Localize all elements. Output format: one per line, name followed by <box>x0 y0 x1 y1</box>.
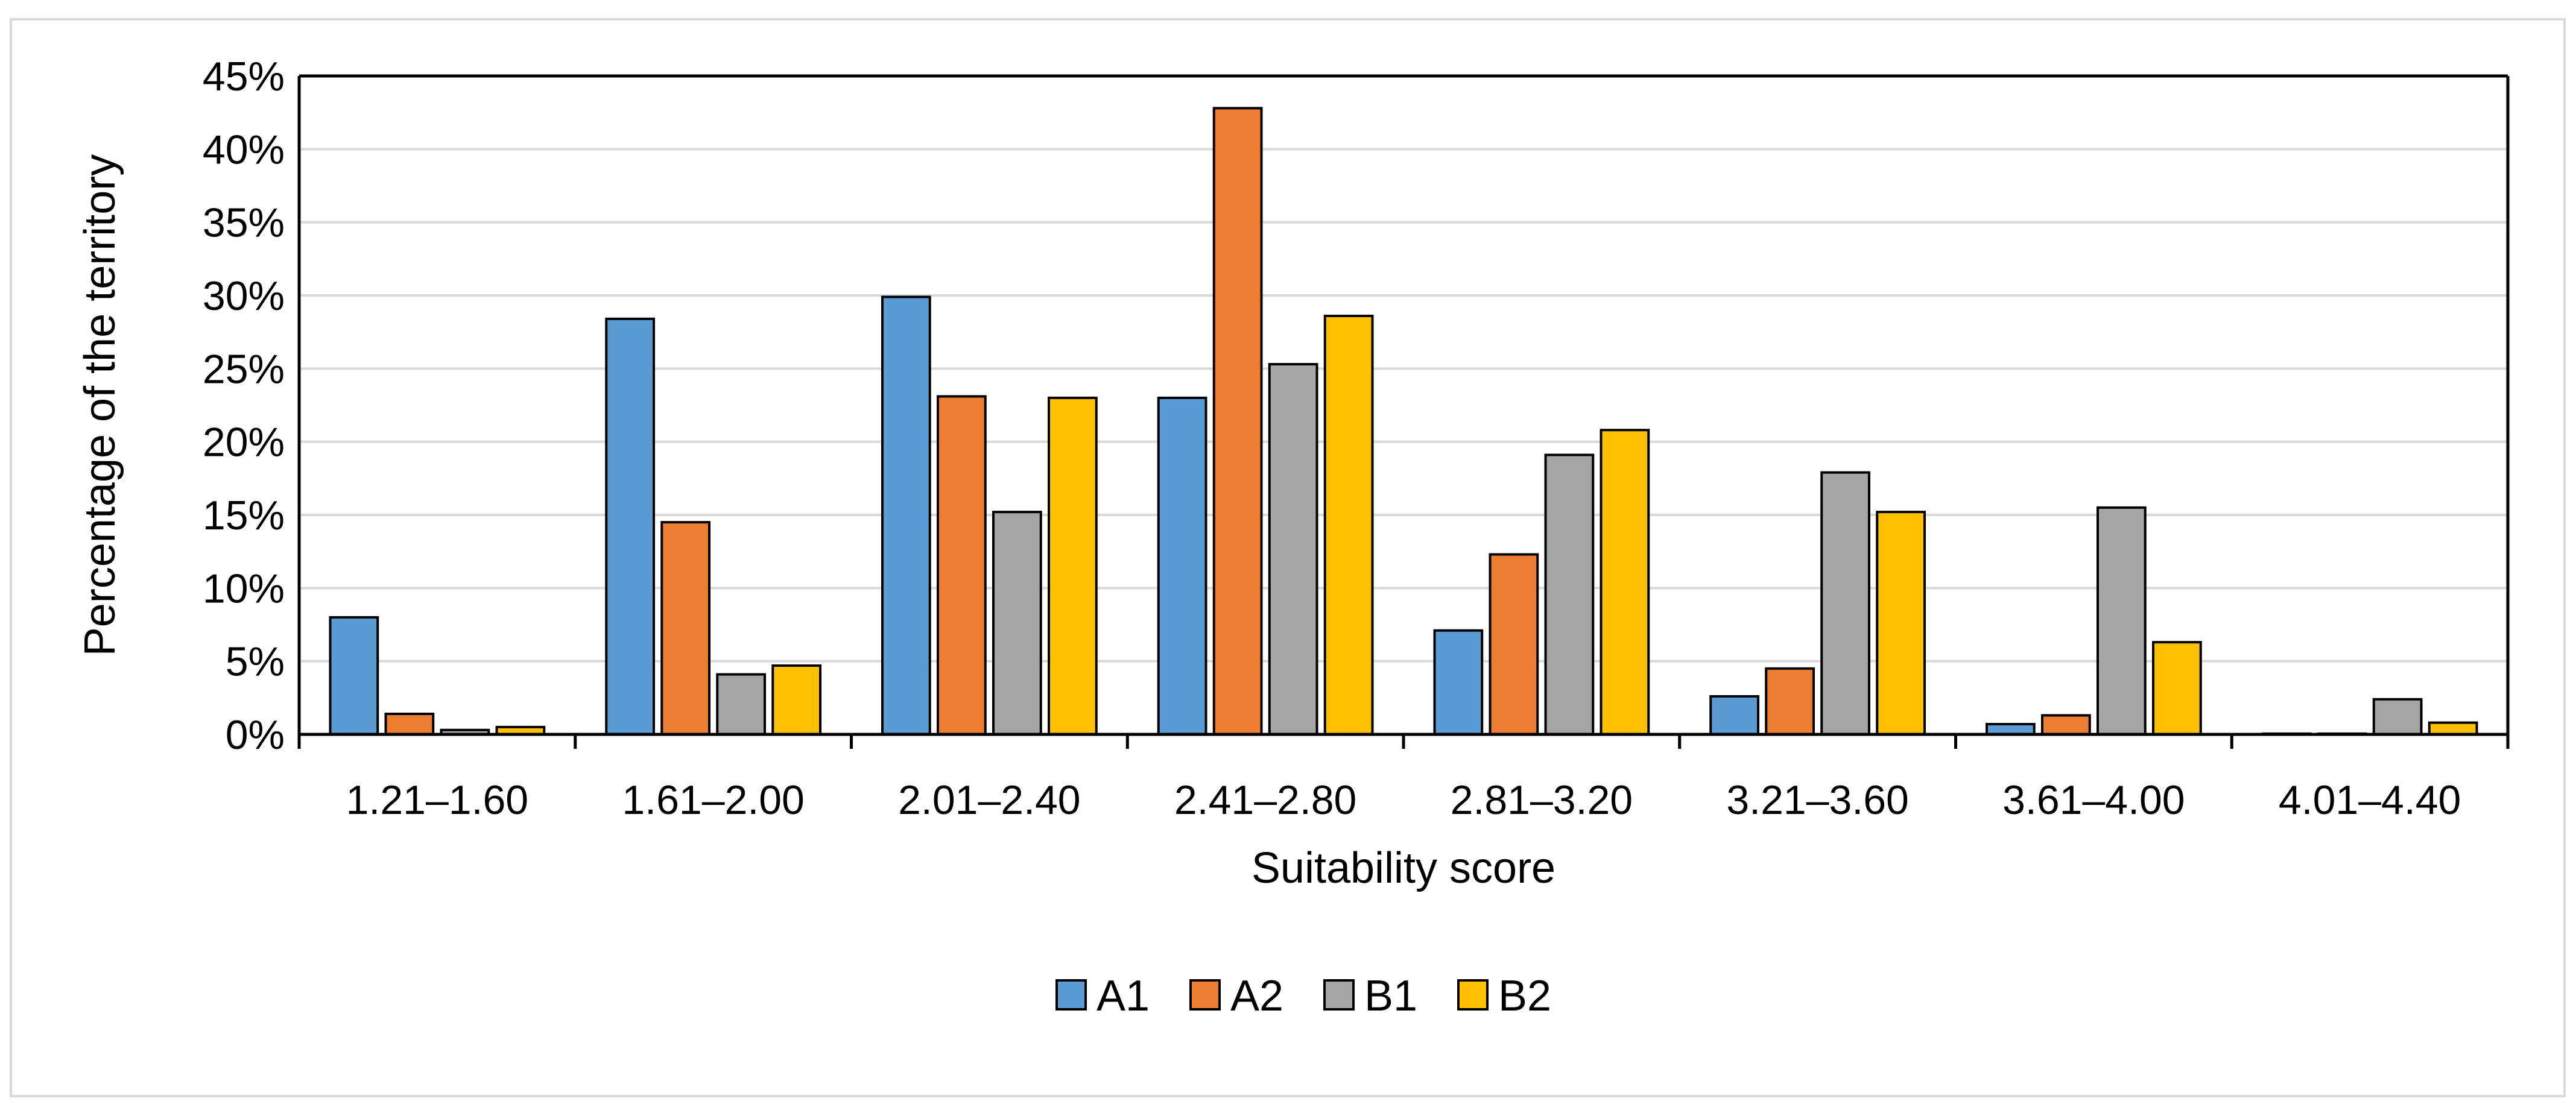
y-tick-label: 0% <box>226 712 285 758</box>
legend-swatch-a1 <box>1055 979 1087 1011</box>
bar-b2 <box>1600 429 1650 736</box>
bar-b1 <box>1820 471 1870 736</box>
bar-a2 <box>1489 553 1539 736</box>
x-tick-label: 1.61–2.00 <box>622 777 805 823</box>
legend-label-b1: B1 <box>1364 972 1417 1020</box>
bar-b2 <box>771 664 822 736</box>
bar-a1 <box>1985 723 2036 736</box>
bar-a1 <box>1157 396 1207 736</box>
x-tick-label: 2.81–3.20 <box>1451 777 1633 823</box>
tick-labels: 0% 5% 10% 15% 20% 25% 30% 35% 40% 45% 1.21–1.60 1.6… <box>203 54 2461 823</box>
y-tick-label: 25% <box>203 346 285 392</box>
bar-chart: 0% 5% 10% 15% 20% 25% 30% 35% 40% 45% 1.21–1.60 1.6… <box>76 54 2510 1020</box>
legend-label-a1: A1 <box>1097 972 1150 1020</box>
x-tick-label: 4.01–4.40 <box>2279 777 2461 823</box>
legend-label-b2: B2 <box>1498 972 1551 1020</box>
bar-a2 <box>660 521 710 736</box>
bar-b2 <box>1323 314 1374 736</box>
y-tick-label: 35% <box>203 200 285 246</box>
x-tick-label: 1.21–1.60 <box>346 777 529 823</box>
bar-a2 <box>1212 107 1263 736</box>
bar-b1 <box>1544 453 1595 736</box>
bar-a2 <box>1765 667 1815 736</box>
x-tick-label: 3.21–3.60 <box>1726 777 1909 823</box>
bar-a1 <box>329 616 379 736</box>
x-tick-label: 3.61–4.00 <box>2002 777 2185 823</box>
y-tick-label: 40% <box>203 127 285 172</box>
bar-b1 <box>1268 363 1318 736</box>
x-tick-label: 2.01–2.40 <box>898 777 1081 823</box>
chart-frame: 0% 5% 10% 15% 20% 25% 30% 35% 40% 45% 1.21–1.60 1.6… <box>10 18 2566 1097</box>
bar-a2 <box>937 395 987 736</box>
legend-label-a2: A2 <box>1230 972 1283 1020</box>
bar-a1 <box>605 317 655 736</box>
bar-b2 <box>2428 721 2478 736</box>
x-axis-title: Suitability score <box>1252 844 1555 892</box>
bar-a2 <box>384 713 435 736</box>
legend: A1 A2 B1 B2 <box>1055 972 1551 1020</box>
y-tick-label: 45% <box>203 54 285 99</box>
bar-a1 <box>1433 629 1484 736</box>
bar-a1 <box>881 295 931 736</box>
bar-b2 <box>1048 396 1098 736</box>
x-tick-label: 2.41–2.80 <box>1174 777 1357 823</box>
y-axis-title: Percentage of the territory <box>76 154 124 656</box>
legend-swatch-b1 <box>1323 979 1355 1011</box>
y-tick-label: 15% <box>203 493 285 538</box>
bar-a1 <box>1709 695 1759 736</box>
bar-b1 <box>2372 698 2423 736</box>
y-tick-label: 20% <box>203 420 285 465</box>
y-tick-label: 10% <box>203 566 285 611</box>
y-tick-label: 5% <box>226 639 285 685</box>
bar-b1 <box>992 511 1042 736</box>
legend-swatch-b2 <box>1457 979 1489 1011</box>
axes <box>297 74 2510 749</box>
bar-b2 <box>2152 641 2202 736</box>
bar-b1 <box>2097 506 2147 736</box>
y-tick-label: 30% <box>203 273 285 319</box>
bar-b2 <box>1876 511 1926 736</box>
bar-b1 <box>716 673 766 736</box>
legend-swatch-a2 <box>1189 979 1221 1011</box>
bar-a2 <box>2041 714 2091 736</box>
bars <box>329 107 2478 736</box>
